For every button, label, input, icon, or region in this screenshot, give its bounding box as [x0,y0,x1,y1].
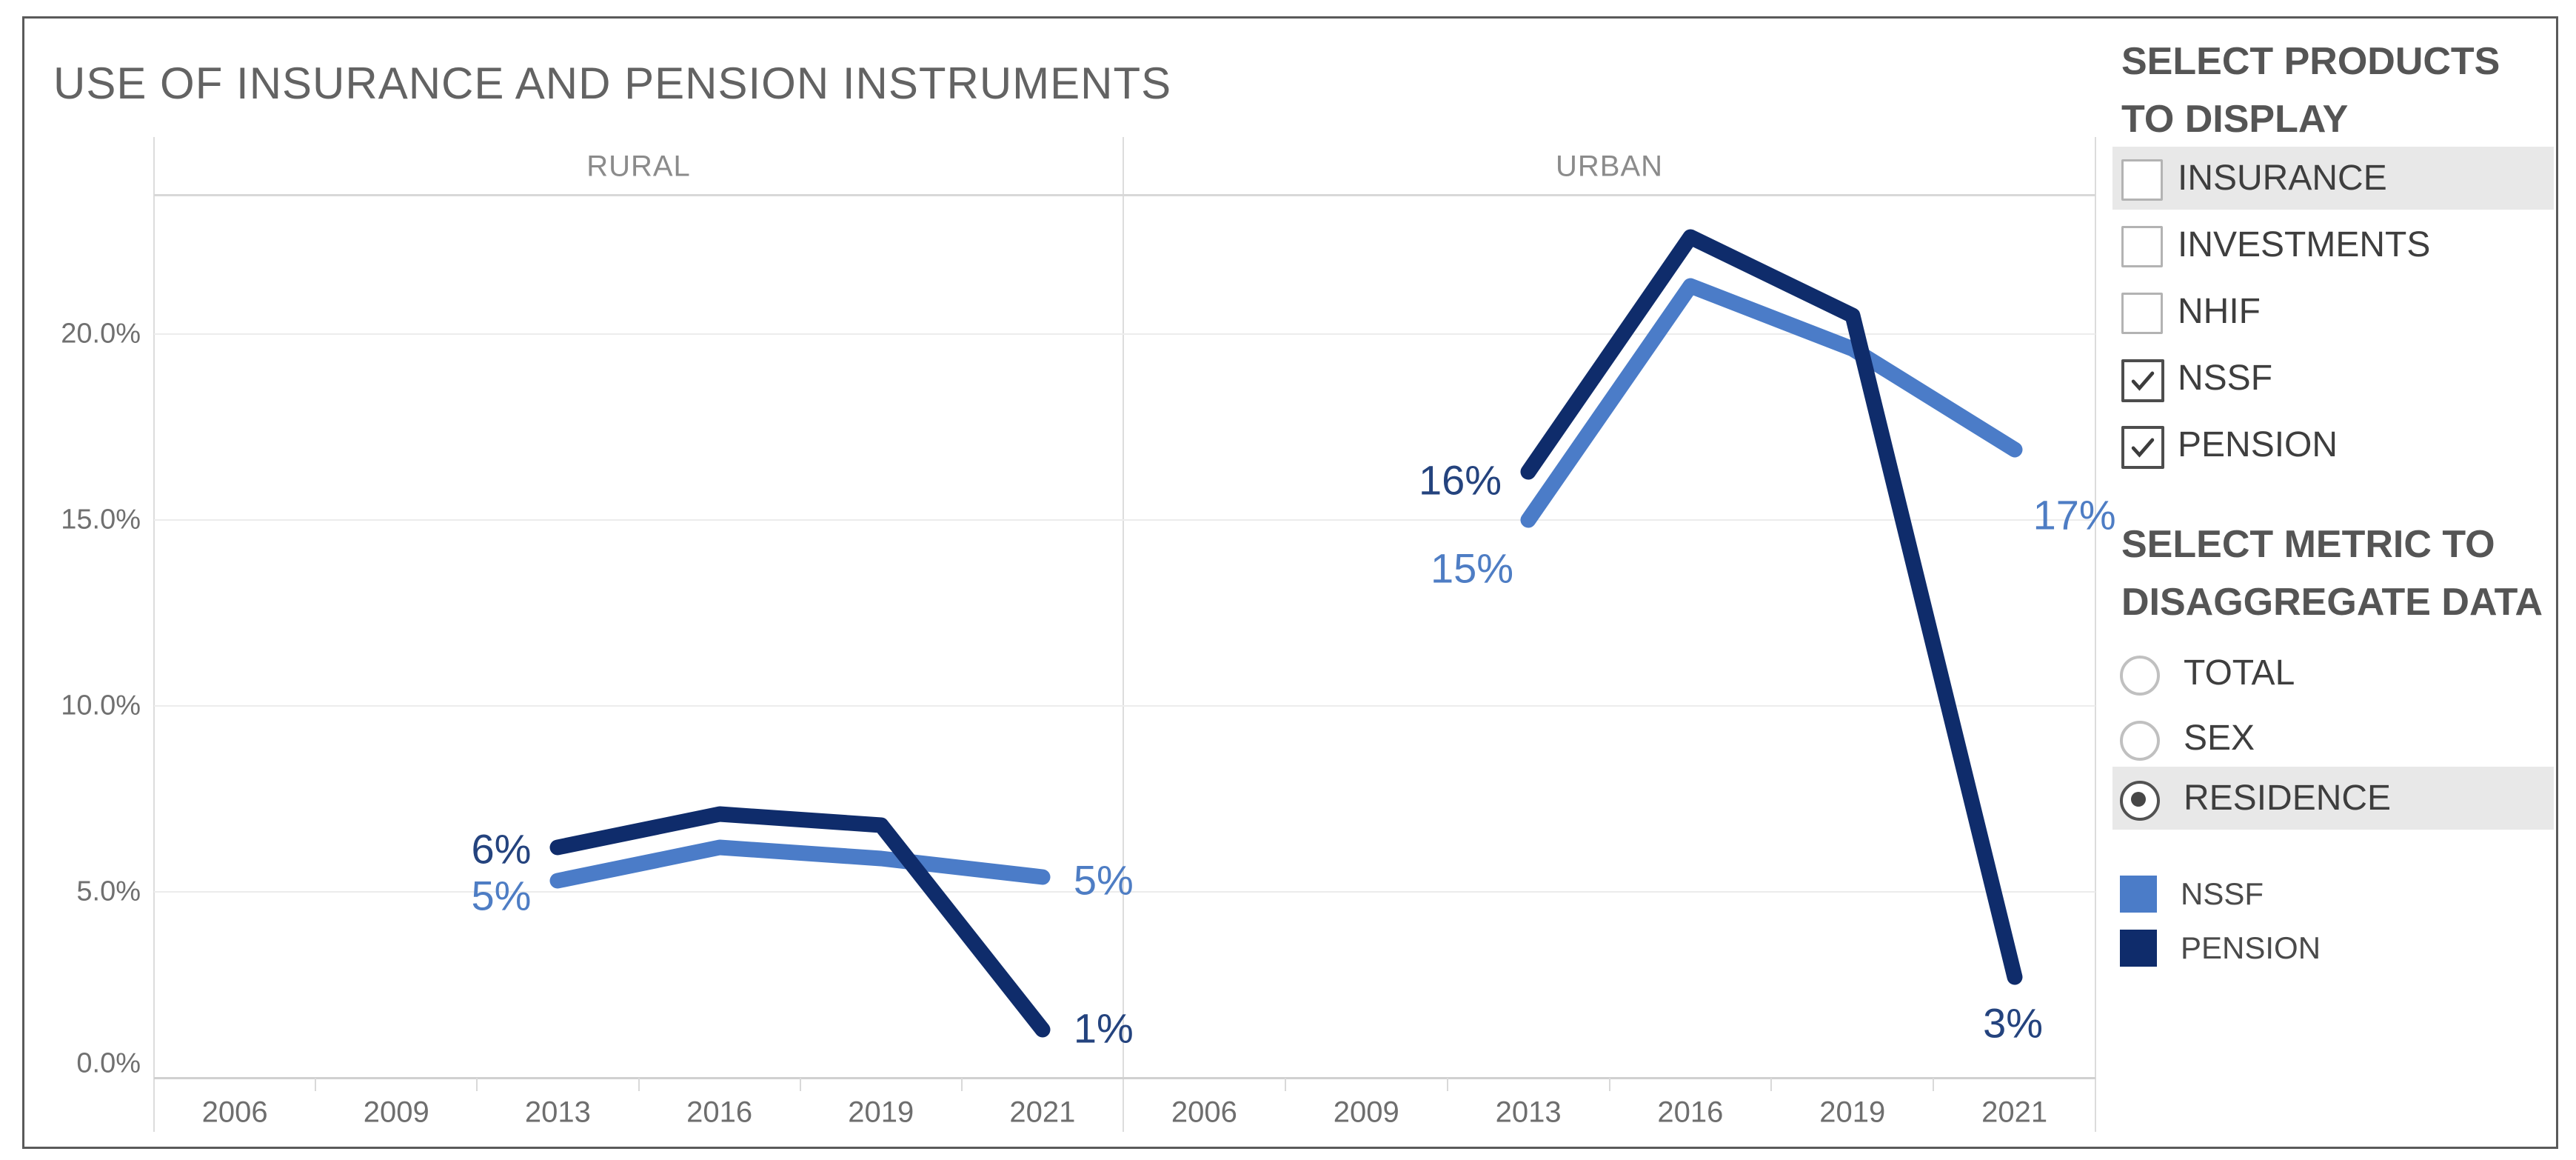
y-axis-label: 15.0% [61,504,141,536]
x-axis-label: 2016 [1657,1096,1724,1129]
products-title-line2: TO DISPLAY [2121,98,2349,141]
x-axis-tick [1933,1078,1935,1091]
checkbox-nhif[interactable] [2121,293,2163,334]
legend-swatch-nssf [2120,876,2157,913]
x-axis-label: 2021 [1981,1096,2048,1129]
product-row-nssf[interactable]: NSSF [2112,347,2554,410]
data-label-pension: 3% [1983,999,2044,1047]
radio-dot [2131,792,2146,807]
metric-row-total[interactable]: TOTAL [2112,641,2554,704]
products-title-line1: SELECT PRODUCTS [2121,40,2500,83]
x-axis-label: 2006 [201,1096,268,1129]
x-axis-label: 2013 [524,1096,591,1129]
y-axis-label: 10.0% [61,690,141,721]
checkbox-label: INVESTMENTS [2178,225,2431,264]
gridline-20.0% [154,333,2095,335]
plot-top-border [154,194,2095,196]
y-axis-label: 0.0% [76,1047,141,1079]
x-axis-label: 2009 [363,1096,429,1129]
product-row-pension[interactable]: PENSION [2112,413,2554,476]
metric-row-sex[interactable]: SEX [2112,707,2554,770]
checkbox-nssf[interactable] [2121,359,2164,402]
checkbox-label: NSSF [2178,359,2273,398]
legend-swatch-pension [2120,930,2157,967]
x-axis-label: 2013 [1495,1096,1562,1129]
check-icon [2131,438,2155,458]
data-label-nssf: 5% [471,872,532,919]
x-axis-tick [1608,1078,1610,1091]
panel-header-rural: RURAL [586,150,691,183]
data-label-nssf: 17% [2033,491,2116,539]
radio-label: SEX [2184,719,2255,758]
y-axis-label: 20.0% [61,318,141,350]
x-axis-tick [1446,1078,1448,1091]
gridline-5.0% [154,891,2095,893]
legend-item-nssf[interactable]: NSSF [2112,876,2554,913]
radio-label: TOTAL [2184,653,2295,693]
data-label-pension: 16% [1418,456,1502,504]
product-row-investments[interactable]: INVESTMENTS [2112,213,2554,276]
x-axis-label: 2019 [1819,1096,1886,1129]
checkbox-label: INSURANCE [2178,159,2387,198]
legend-label: NSSF [2181,876,2264,911]
metric-title-line1: SELECT METRIC TO [2121,523,2495,566]
y-axis-label: 5.0% [76,876,141,907]
checkbox-pension[interactable] [2121,426,2164,469]
x-axis-label: 2006 [1171,1096,1237,1129]
filter-sidebar: SELECT PRODUCTS TO DISPLAY INSURANCE INVE… [2112,19,2554,1143]
x-axis-line [154,1077,2095,1079]
product-row-nhif[interactable]: NHIF [2112,280,2554,343]
x-axis-tick [1284,1078,1286,1091]
x-axis-label: 2019 [848,1096,914,1129]
check-icon [2131,371,2155,391]
legend-item-pension[interactable]: PENSION [2112,930,2554,967]
radio-residence[interactable] [2120,781,2160,821]
checkbox-label: NHIF [2178,292,2261,331]
data-label-pension: 1% [1073,1004,1134,1052]
x-axis-tick [960,1078,963,1091]
x-axis-tick [476,1078,478,1091]
x-axis-label: 2021 [1009,1096,1076,1129]
x-axis-tick [315,1078,317,1091]
gridline-15.0% [154,519,2095,521]
plot-right-border [2095,137,2096,1132]
checkbox-label: PENSION [2178,425,2338,464]
radio-total[interactable] [2120,656,2160,696]
panel-header-urban: URBAN [1555,150,1664,183]
legend-label: PENSION [2181,930,2321,965]
page-title: USE OF INSURANCE AND PENSION INSTRUMENTS [53,59,1172,108]
data-label-nssf: 15% [1430,544,1514,592]
dashboard-border [22,16,2558,1149]
checkbox-insurance[interactable] [2121,159,2163,201]
checkbox-investments[interactable] [2121,226,2163,267]
x-axis-tick [638,1078,640,1091]
x-axis-label: 2009 [1333,1096,1399,1129]
x-axis-tick [1770,1078,1773,1091]
data-label-pension: 6% [471,825,532,873]
gridline-10.0% [154,705,2095,707]
x-axis-tick [799,1078,801,1091]
x-axis-label: 2016 [686,1096,753,1129]
radio-sex[interactable] [2120,721,2160,761]
metric-row-residence[interactable]: RESIDENCE [2112,767,2554,830]
product-row-insurance[interactable]: INSURANCE [2112,147,2554,210]
radio-label: RESIDENCE [2184,779,2392,818]
data-label-nssf: 5% [1073,856,1134,904]
y-axis-line [153,137,155,1132]
panel-separator-line [1123,137,1124,1132]
metric-title-line2: DISAGGREGATE DATA [2121,581,2543,624]
